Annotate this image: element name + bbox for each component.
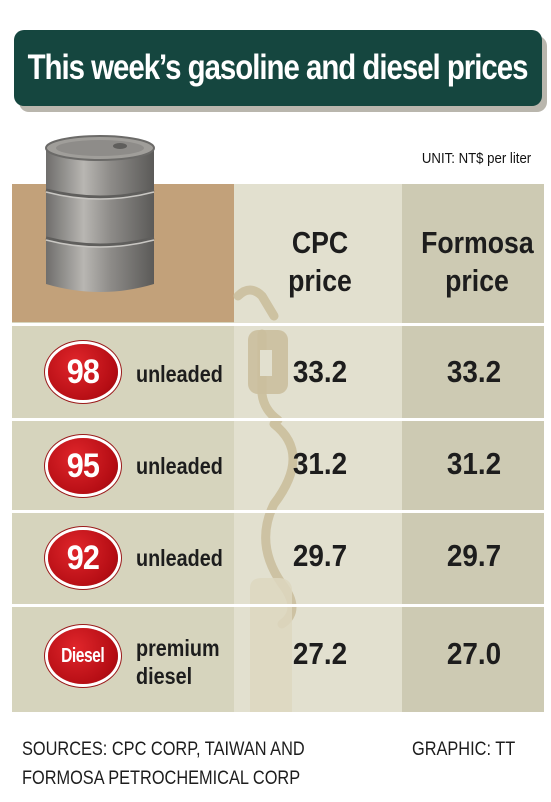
- grade-badge-label: Diesel: [61, 644, 105, 667]
- row-divider: [12, 418, 544, 421]
- cpc-price-cell: 33.2: [292, 354, 348, 389]
- cpc-price-cell: 31.2: [292, 446, 348, 481]
- cpc-header-line2: price: [288, 263, 352, 298]
- fuel-label: premium diesel: [136, 634, 220, 690]
- graphic-credit: GRAPHIC: TT: [412, 739, 516, 760]
- grade-badge-label: 95: [66, 446, 100, 485]
- grade-badge-diesel: Diesel: [48, 628, 118, 684]
- formosa-price-cell: 27.0: [446, 636, 502, 671]
- fuel-label-line1: unleaded: [136, 545, 223, 571]
- row-divider: [12, 510, 544, 513]
- formosa-header-line1: Formosa: [421, 225, 534, 260]
- fuel-label-line1: unleaded: [136, 453, 223, 479]
- formosa-price-cell: 29.7: [446, 538, 502, 573]
- fuel-label-line2: diesel: [136, 663, 193, 689]
- cpc-header-line1: CPC: [291, 225, 349, 260]
- fuel-label: unleaded: [136, 544, 223, 572]
- cpc-price-cell: 29.7: [292, 538, 348, 573]
- sources-line2: FORMOSA PETROCHEMICAL CORP: [22, 768, 301, 789]
- formosa-price-cell: 31.2: [446, 446, 502, 481]
- formosa-column-bg: [402, 184, 544, 712]
- grade-badge-label: 92: [66, 538, 100, 577]
- fuel-pump-nozzle-icon: [233, 285, 298, 712]
- grade-badge-95: 95: [48, 438, 118, 494]
- sources-line1: SOURCES: CPC CORP, TAIWAN AND: [22, 739, 305, 760]
- grade-badge-92: 92: [48, 530, 118, 586]
- row-divider: [12, 604, 544, 607]
- formosa-price-cell: 33.2: [446, 354, 502, 389]
- row-divider: [12, 323, 544, 326]
- formosa-header-line2: price: [445, 263, 509, 298]
- unit-label: UNIT: NT$ per liter: [421, 150, 531, 167]
- formosa-header: Formosa price: [421, 224, 534, 300]
- grade-badge-label: 98: [66, 352, 100, 391]
- cpc-price-cell: 27.2: [292, 636, 348, 671]
- cpc-header: CPC price: [267, 224, 374, 300]
- oil-barrel-icon: [45, 135, 155, 292]
- fuel-label: unleaded: [136, 360, 223, 388]
- title-banner: This week’s gasoline and diesel prices: [14, 30, 542, 106]
- fuel-label-line1: unleaded: [136, 361, 223, 387]
- sources-note: SOURCES: CPC CORP, TAIWAN AND FORMOSA PE…: [22, 735, 305, 793]
- fuel-label: unleaded: [136, 452, 223, 480]
- grade-badge-98: 98: [48, 344, 118, 400]
- chart-title: This week’s gasoline and diesel prices: [28, 48, 529, 87]
- fuel-label-line1: premium: [136, 635, 220, 661]
